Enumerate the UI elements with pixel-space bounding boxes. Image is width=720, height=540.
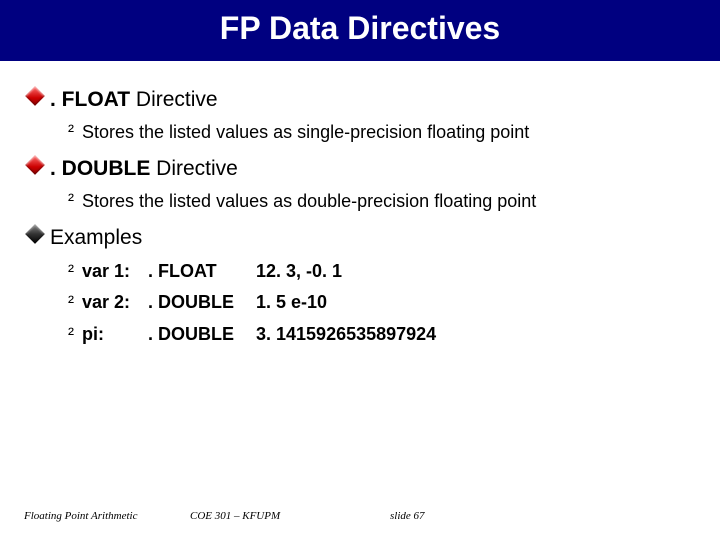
slide-content: . FLOAT Directive ² Stores the listed va… xyxy=(0,61,720,346)
slide-title: FP Data Directives xyxy=(0,10,720,47)
section-double-heading: . DOUBLE Directive xyxy=(28,156,692,182)
float-keyword: . FLOAT xyxy=(50,88,130,111)
section-double-detail: ² Stores the listed values as double-pre… xyxy=(68,190,692,213)
float-rest: Directive xyxy=(130,88,218,111)
example-row: ² pi: . DOUBLE 3. 1415926535897924 xyxy=(68,324,692,346)
example-value: 1. 5 e-10 xyxy=(256,292,327,313)
second-bullet-icon: ² xyxy=(68,121,74,143)
second-bullet-icon: ² xyxy=(68,261,74,283)
section-float-title: . FLOAT Directive xyxy=(50,87,218,113)
diamond-icon xyxy=(28,227,42,245)
example-label: pi: xyxy=(82,324,140,345)
example-directive: . DOUBLE xyxy=(148,292,248,313)
examples-title: Examples xyxy=(50,225,142,251)
example-label: var 2: xyxy=(82,292,140,313)
example-row: ² var 2: . DOUBLE 1. 5 e-10 xyxy=(68,292,692,314)
title-bar: FP Data Directives xyxy=(0,0,720,61)
footer-right: slide 67 xyxy=(390,510,425,522)
section-double-title: . DOUBLE Directive xyxy=(50,156,238,182)
double-rest: Directive xyxy=(150,157,238,180)
double-keyword: . DOUBLE xyxy=(50,157,150,180)
example-directive: . FLOAT xyxy=(148,261,248,282)
footer-center: COE 301 – KFUPM xyxy=(190,510,390,522)
slide-footer: Floating Point Arithmetic COE 301 – KFUP… xyxy=(0,510,720,522)
section-float-heading: . FLOAT Directive xyxy=(28,87,692,113)
footer-left: Floating Point Arithmetic xyxy=(0,510,190,522)
second-bullet-icon: ² xyxy=(68,292,74,314)
section-float-detail: ² Stores the listed values as single-pre… xyxy=(68,121,692,144)
example-value: 12. 3, -0. 1 xyxy=(256,261,342,282)
float-detail-text: Stores the listed values as single-preci… xyxy=(82,121,529,144)
double-detail-text: Stores the listed values as double-preci… xyxy=(82,190,536,213)
example-label: var 1: xyxy=(82,261,140,282)
example-directive: . DOUBLE xyxy=(148,324,248,345)
diamond-icon xyxy=(28,158,42,176)
slide: FP Data Directives . FLOAT Directive ² S… xyxy=(0,0,720,540)
section-examples-heading: Examples xyxy=(28,225,692,251)
diamond-icon xyxy=(28,89,42,107)
example-row: ² var 1: . FLOAT 12. 3, -0. 1 xyxy=(68,261,692,283)
second-bullet-icon: ² xyxy=(68,190,74,212)
example-value: 3. 1415926535897924 xyxy=(256,324,436,345)
second-bullet-icon: ² xyxy=(68,324,74,346)
